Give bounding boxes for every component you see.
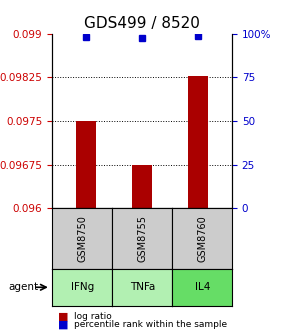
Text: TNFa: TNFa [130,282,155,292]
Text: log ratio: log ratio [74,312,112,321]
Bar [132,165,152,208]
Title: GDS499 / 8520: GDS499 / 8520 [84,16,200,31]
Bar [76,121,96,208]
Text: agent: agent [9,282,39,292]
Text: IFNg: IFNg [70,282,94,292]
Text: GSM8750: GSM8750 [77,215,87,262]
Text: GSM8755: GSM8755 [137,215,147,262]
Text: GSM8760: GSM8760 [197,215,207,262]
Text: percentile rank within the sample: percentile rank within the sample [74,321,227,329]
Bar [188,76,208,208]
Text: ■: ■ [58,320,68,330]
Text: ■: ■ [58,311,68,322]
Text: IL4: IL4 [195,282,210,292]
